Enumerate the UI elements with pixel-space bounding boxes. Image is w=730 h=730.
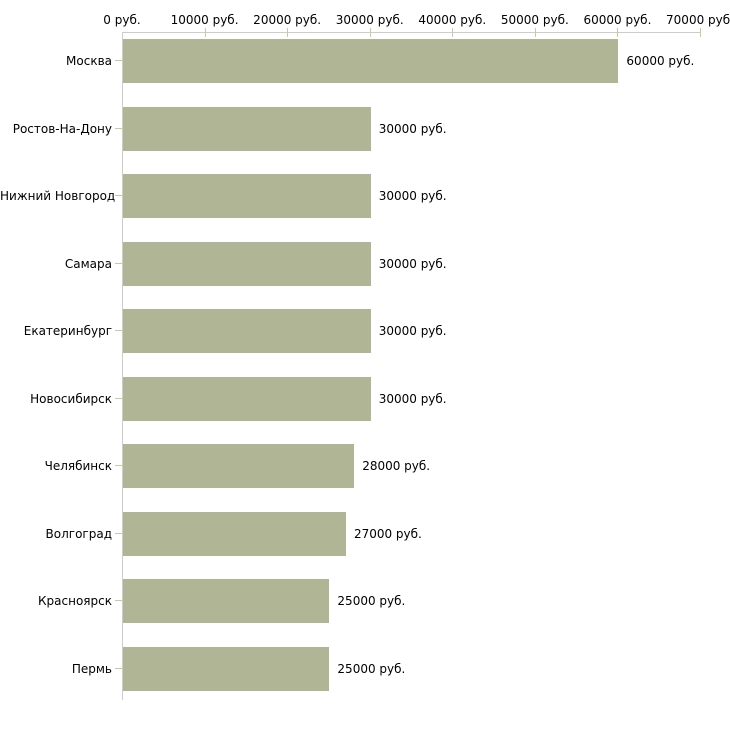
- y-axis-tick-mark: [115, 262, 122, 264]
- bar-value-label: 60000 руб.: [626, 54, 695, 68]
- y-axis-tick-mark: [115, 60, 122, 61]
- category-label: Челябинск: [44, 459, 112, 473]
- bar: [123, 511, 346, 556]
- x-axis-tick-mark: [534, 28, 536, 37]
- category-label: Нижний Новгород: [0, 189, 116, 203]
- bar: [123, 241, 371, 286]
- chart-row: Екатеринбург 30000 руб.: [0, 309, 730, 353]
- chart-row: Ростов-На-Дону 30000 руб.: [0, 106, 730, 151]
- chart-row: Пермь 25000 руб.: [0, 646, 730, 691]
- bar: [123, 39, 619, 83]
- bar: [123, 579, 330, 623]
- category-label: Ростов-На-Дону: [12, 121, 112, 136]
- bar: [123, 444, 355, 488]
- bar: [123, 309, 371, 353]
- bar-value-label: 30000 руб.: [378, 189, 447, 203]
- x-axis-tick-mark: [369, 28, 371, 37]
- bar-value-label: 30000 руб.: [378, 121, 447, 136]
- bar: [123, 646, 330, 691]
- bar-value-label: 30000 руб.: [378, 256, 447, 271]
- bar-value-label: 28000 руб.: [362, 459, 431, 473]
- chart-row: Новосибирск 30000 руб.: [0, 376, 730, 421]
- plot-area: [122, 28, 701, 700]
- chart-row: Волгоград 27000 руб.: [0, 511, 730, 556]
- x-axis-tick-label: 10000 руб.: [170, 13, 239, 27]
- bar-value-label: 25000 руб.: [337, 661, 406, 676]
- bar: [123, 376, 371, 421]
- x-axis-tick-label: 70000 руб.: [666, 13, 730, 27]
- bar-value-label: 30000 руб.: [378, 324, 447, 338]
- x-axis-tick-mark: [700, 28, 701, 37]
- y-axis-tick-mark: [115, 667, 122, 669]
- y-axis-tick-mark: [115, 532, 122, 534]
- bar-value-label: 30000 руб.: [378, 391, 447, 406]
- chart-row: Красноярск 25000 руб.: [0, 579, 730, 623]
- chart-row: Самара 30000 руб.: [0, 241, 730, 286]
- x-axis-tick-mark: [204, 28, 206, 37]
- x-axis-tick-label: 40000 руб.: [418, 13, 487, 27]
- bar-value-label: 25000 руб.: [337, 594, 406, 608]
- category-label: Екатеринбург: [23, 324, 112, 338]
- y-axis-tick-mark: [115, 465, 122, 466]
- x-axis-tick-mark: [617, 28, 619, 37]
- y-axis-tick-mark: [115, 195, 122, 196]
- x-axis-tick-label: 30000 руб.: [335, 13, 404, 27]
- chart-row: Нижний Новгород 30000 руб.: [0, 174, 730, 218]
- bar-value-label: 27000 руб.: [353, 526, 422, 541]
- category-label: Новосибирск: [30, 391, 112, 406]
- category-label: Москва: [66, 54, 112, 68]
- y-axis-tick-mark: [115, 127, 122, 129]
- x-axis-tick-label: 50000 руб.: [500, 13, 569, 27]
- x-axis-tick-label: 0 руб.: [103, 13, 141, 27]
- chart-row: Москва 60000 руб.: [0, 39, 730, 83]
- chart-row: Челябинск 28000 руб.: [0, 444, 730, 488]
- category-label: Красноярск: [38, 594, 112, 608]
- category-label: Пермь: [71, 661, 112, 676]
- category-label: Волгоград: [45, 526, 112, 541]
- category-label: Самара: [64, 256, 112, 271]
- bar: [123, 106, 371, 151]
- x-axis-labels: 0 руб. 10000 руб. 20000 руб. 30000 руб. 4000…: [103, 13, 730, 27]
- bar: [123, 174, 371, 218]
- x-axis-tick-mark: [287, 28, 289, 37]
- y-axis-tick-mark: [115, 397, 122, 399]
- x-axis-tick-mark: [452, 28, 454, 37]
- x-axis-tick-label: 60000 руб.: [583, 13, 652, 27]
- y-axis-tick-mark: [115, 600, 122, 601]
- x-axis-tick-label: 20000 руб.: [253, 13, 322, 27]
- y-axis-tick-mark: [115, 330, 122, 331]
